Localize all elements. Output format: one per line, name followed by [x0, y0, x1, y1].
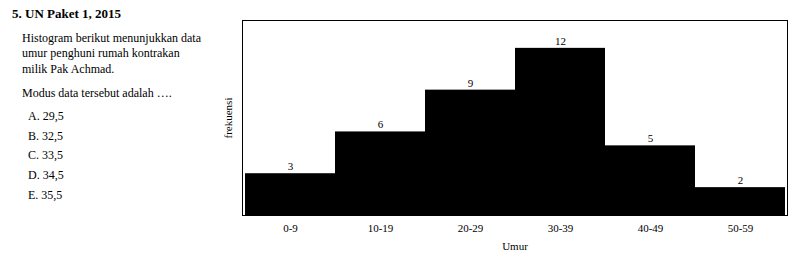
svg-text:frekuensi: frekuensi [222, 98, 234, 139]
html-text:A. 29,5: A. 29,5 [28, 109, 64, 124]
svg-text:0-9: 0-9 [283, 222, 298, 234]
svg-text:Umur: Umur [502, 240, 528, 252]
svg-text:50-59: 50-59 [728, 222, 754, 234]
svg-text:5: 5 [648, 132, 654, 144]
svg-text:12: 12 [555, 35, 566, 47]
svg-text:20-29: 20-29 [458, 222, 484, 234]
html-text:Histogram berikut menunjukkan: Histogram berikut menunjukkan data umur … [22, 30, 201, 77]
html-text:D. 34,5: D. 34,5 [28, 168, 64, 182]
html-text:B. 32,5: B. 32,5 [28, 128, 63, 143]
svg-text:40-49: 40-49 [638, 222, 664, 234]
html-text:Modus data tersebut adalah ….: Modus data tersebut adalah …. [22, 85, 172, 100]
html-text:E. 35,5: E. 35,5 [28, 187, 63, 202]
svg-text:30-39: 30-39 [548, 222, 574, 234]
html-text:5. UN Paket 1, 2015: 5. UN Paket 1, 2015 [12, 6, 121, 21]
svg-text:6: 6 [378, 118, 384, 130]
svg-text:10-19: 10-19 [368, 222, 394, 234]
svg-text:2: 2 [738, 174, 744, 186]
svg-text:9: 9 [468, 77, 474, 89]
svg-text:3: 3 [288, 160, 294, 172]
html-text:C. 33,5: C. 33,5 [28, 148, 63, 163]
